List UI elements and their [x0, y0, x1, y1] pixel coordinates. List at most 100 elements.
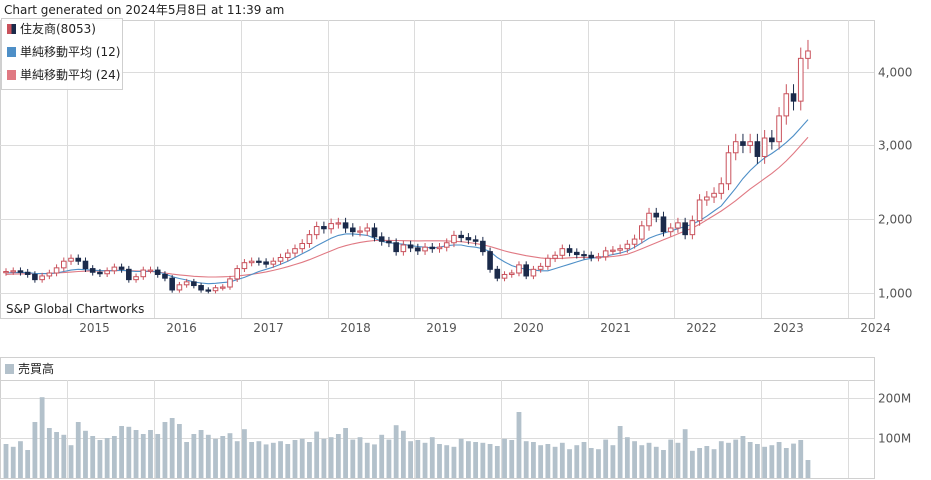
volume-bar: [451, 446, 457, 478]
volume-bar: [169, 418, 175, 478]
volume-bar: [480, 442, 486, 478]
volume-bar: [762, 446, 768, 478]
candle-body: [747, 141, 753, 146]
volume-bar: [523, 441, 529, 478]
candle-body: [653, 212, 660, 218]
volume-bar: [704, 446, 710, 478]
legend-label-ma12: 単純移動平均 (12): [20, 45, 121, 59]
candle-body: [624, 243, 631, 250]
volume-bar: [328, 437, 334, 478]
volume-bar: [343, 428, 348, 478]
candle-body: [682, 222, 688, 236]
volume-bar: [408, 441, 413, 478]
candle-body: [588, 254, 595, 259]
volume-bar: [776, 442, 782, 478]
candle-body: [306, 234, 313, 244]
candle-body: [602, 250, 609, 258]
volume-bar: [697, 448, 702, 478]
candle-body: [241, 262, 248, 270]
volume-swatch-icon: [5, 364, 14, 374]
volume-bar: [379, 434, 385, 478]
candle-body: [458, 234, 464, 239]
candle-body: [523, 264, 530, 277]
volume-bar: [494, 446, 500, 478]
volume-bar: [256, 441, 262, 478]
volume-bar: [668, 439, 674, 478]
volume-bar: [119, 426, 124, 478]
volume-bar: [509, 440, 515, 478]
candle-body: [198, 285, 204, 291]
volume-bar: [740, 436, 746, 478]
volume-bar: [502, 438, 507, 478]
volume-bar: [516, 412, 522, 478]
volume-bar: [278, 441, 283, 478]
volume-bar: [726, 442, 731, 478]
candle-body: [118, 266, 125, 270]
volume-bar: [400, 430, 406, 478]
candle-body: [53, 267, 60, 274]
candle-body: [805, 50, 811, 59]
candle-body: [400, 244, 407, 253]
volume-bar: [574, 445, 580, 478]
volume-bar: [466, 441, 471, 478]
volume-bar: [675, 442, 681, 478]
candle-body: [46, 272, 53, 277]
candle-body: [740, 141, 746, 146]
legend-item-ma24[interactable]: 単純移動平均 (24): [7, 66, 120, 84]
candle-body: [61, 260, 67, 269]
volume-bar: [364, 442, 370, 478]
volume-bar: [205, 434, 211, 478]
candle-body: [508, 272, 515, 275]
volume-bar: [184, 442, 190, 478]
volume-bar: [18, 441, 23, 478]
volume-bar: [39, 397, 45, 478]
candle-body: [270, 260, 277, 265]
legend-item-price[interactable]: 住友商(8053): [7, 20, 96, 38]
candle-body: [667, 227, 674, 233]
volume-bar: [90, 436, 96, 478]
candle-body: [17, 270, 24, 273]
volume-bar: [603, 439, 609, 478]
candle-body: [277, 257, 284, 262]
candle-body: [761, 137, 768, 157]
candle-body: [263, 261, 269, 265]
volume-bar: [632, 441, 637, 478]
candle-body: [212, 287, 219, 292]
candle-body: [429, 246, 436, 250]
candle-body: [364, 227, 371, 232]
candle-body: [154, 269, 161, 275]
candle-body: [75, 257, 82, 262]
volume-bar: [314, 431, 320, 478]
volume-bar: [487, 444, 493, 478]
volume-bar: [798, 440, 804, 478]
volume-bar: [415, 440, 421, 478]
volume-bar: [83, 430, 88, 478]
volume-bar: [437, 444, 442, 478]
volume-bar: [213, 438, 218, 478]
volume-bar: [126, 426, 132, 478]
volume-bar: [242, 429, 247, 478]
volume-bar: [61, 434, 67, 478]
volume-panel-header: [1, 358, 874, 379]
volume-bar: [3, 444, 9, 478]
volume-y-tick-label: 100M: [878, 432, 911, 446]
volume-bar: [177, 424, 182, 478]
candle-body: [422, 246, 428, 252]
volume-bar: [191, 434, 197, 478]
volume-bar: [104, 438, 110, 478]
volume-bar: [321, 438, 327, 478]
candle-body: [639, 225, 645, 240]
volume-bar: [783, 448, 789, 478]
volume-bar: [263, 444, 269, 478]
candle-body: [24, 271, 31, 275]
legend-item-ma12[interactable]: 単純移動平均 (12): [7, 43, 120, 61]
legend-label-ma24: 単純移動平均 (24): [20, 68, 121, 82]
price-y-tick-label: 4,000: [878, 66, 912, 80]
chart-credit: S&P Global Chartworks: [6, 302, 145, 316]
x-tick-label: 2022: [686, 321, 717, 335]
candle-body: [227, 278, 233, 288]
candle-body: [516, 264, 522, 274]
volume-bar: [639, 445, 645, 478]
candle-body: [732, 141, 739, 154]
volume-bar: [646, 442, 652, 478]
